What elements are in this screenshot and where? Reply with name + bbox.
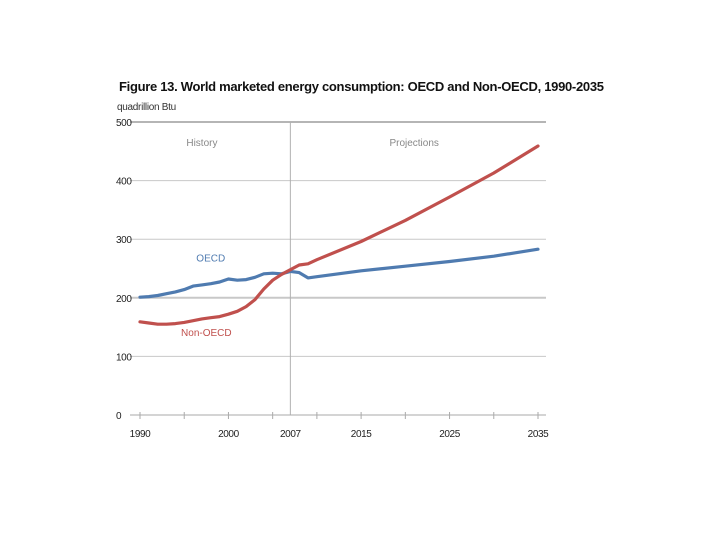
y-tick-label: 100 — [116, 352, 132, 363]
y-tick-label: 200 — [116, 294, 132, 305]
series-label-non-oecd: Non-OECD — [181, 328, 232, 339]
x-axis: 1990 2000 2007 2015 2025 2035 — [130, 412, 550, 440]
series-lines — [138, 144, 540, 326]
x-tick-label: 1990 — [130, 429, 151, 440]
y-axis-label: quadrillion Btu — [117, 102, 176, 113]
series-label-oecd: OECD — [196, 253, 225, 264]
x-tick-label: 2025 — [439, 429, 460, 440]
y-tick-labels: 0 100 200 300 400 500 — [116, 118, 133, 422]
y-tick-label: 500 — [116, 118, 132, 129]
y-tick-label: 300 — [116, 235, 132, 246]
gridlines — [130, 121, 546, 415]
series-line-oecd — [138, 247, 540, 299]
region-labels: History Projections — [186, 138, 439, 149]
x-tick-label: 2007 — [280, 429, 301, 440]
series-labels: OECD Non-OECD — [181, 253, 232, 338]
series-line-non-oecd — [138, 144, 540, 326]
y-tick-label: 0 — [116, 411, 122, 422]
chart-title: Figure 13. World marketed energy consump… — [119, 79, 604, 94]
x-tick-label: 2000 — [218, 429, 239, 440]
x-tick-label: 2035 — [528, 429, 549, 440]
region-label-projections: Projections — [389, 138, 438, 149]
region-label-history: History — [186, 138, 217, 149]
x-tick-label: 2015 — [351, 429, 372, 440]
y-tick-label: 400 — [116, 177, 132, 188]
